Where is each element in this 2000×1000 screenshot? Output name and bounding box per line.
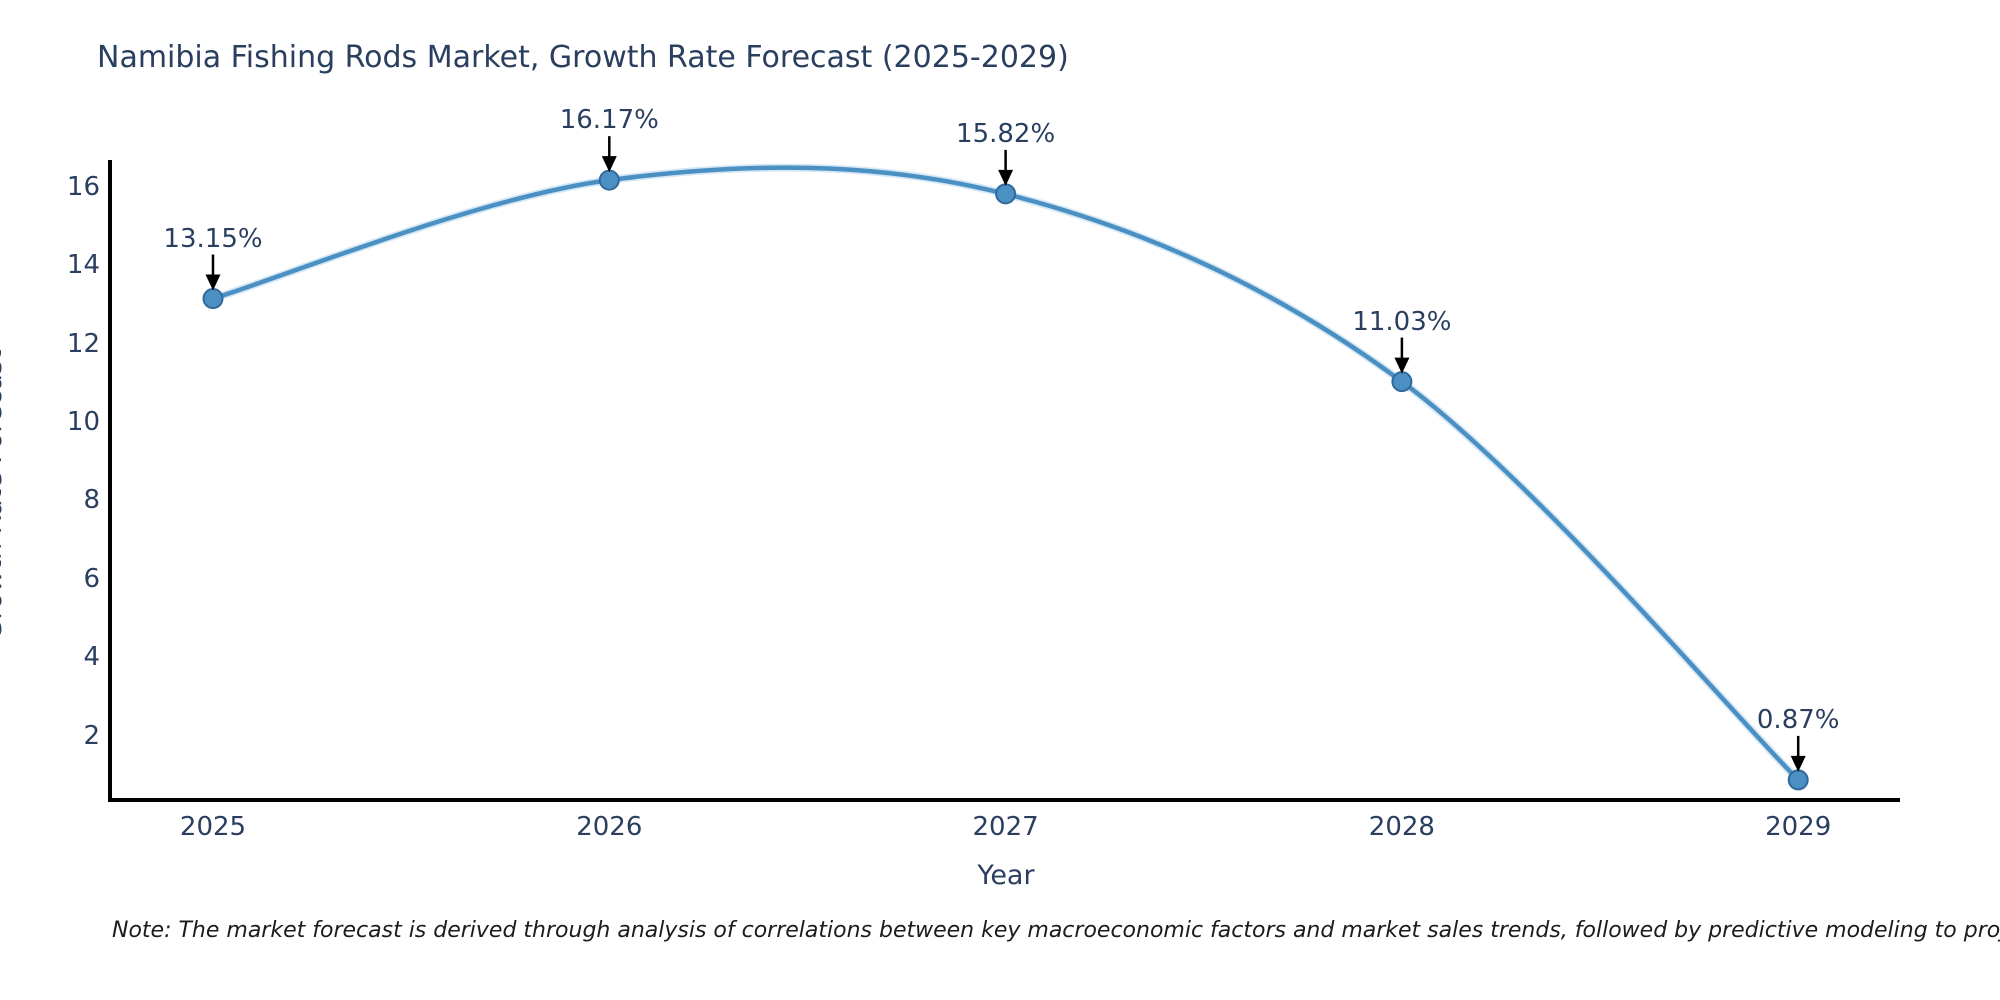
annotation-arrowhead xyxy=(998,169,1014,186)
x-tick-label: 2028 xyxy=(1368,812,1435,842)
y-tick-label: 10 xyxy=(66,407,100,437)
chart-note: Note: The market forecast is derived thr… xyxy=(112,918,2000,943)
point-annotation-label: 11.03% xyxy=(1352,306,1452,337)
x-tick-label: 2026 xyxy=(576,812,643,842)
series-line xyxy=(210,165,1801,783)
y-tick-label: 12 xyxy=(66,328,100,359)
data-point-marker xyxy=(202,288,224,310)
y-axis-title: Growth Rate Forecast xyxy=(0,349,8,641)
point-annotation-label: 16.17% xyxy=(559,105,659,136)
chart-title: Namibia Fishing Rods Market, Growth Rate… xyxy=(97,40,1069,75)
point-annotation-label: 15.82% xyxy=(956,118,1056,149)
x-tick-label: 2027 xyxy=(972,812,1039,842)
y-tick-label: 8 xyxy=(83,485,100,516)
y-tick-label: 6 xyxy=(83,563,100,594)
annotation-arrowhead xyxy=(601,156,617,173)
y-tick-label: 14 xyxy=(66,250,100,281)
annotation-arrowhead xyxy=(205,274,221,291)
series-line-halo xyxy=(209,163,1803,784)
point-annotation-label: 13.15% xyxy=(163,223,263,254)
data-point-marker xyxy=(1787,769,1809,791)
x-axis-title: Year xyxy=(977,860,1035,891)
data-point-marker xyxy=(1391,371,1413,393)
x-tick-label: 2025 xyxy=(179,812,247,842)
y-tick-label: 2 xyxy=(83,720,100,751)
data-point-marker xyxy=(598,169,620,191)
y-tick-label: 4 xyxy=(83,642,100,673)
point-annotation-label: 0.87% xyxy=(1756,704,1840,735)
y-tick-label: 16 xyxy=(66,171,100,202)
annotation-arrowhead xyxy=(1790,755,1806,772)
data-point-marker xyxy=(995,183,1017,205)
x-tick-label: 2029 xyxy=(1765,812,1832,842)
annotation-arrowhead xyxy=(1394,357,1410,374)
